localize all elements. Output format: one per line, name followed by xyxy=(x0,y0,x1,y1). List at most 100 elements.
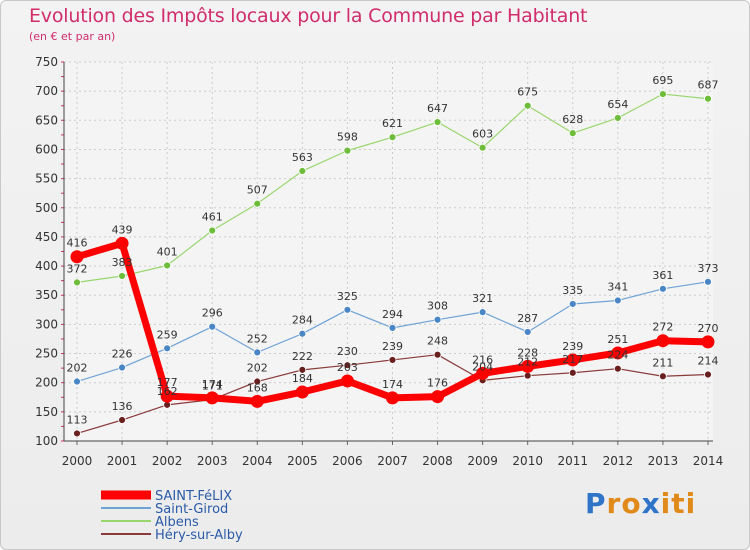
x-tick-label: 2012 xyxy=(603,454,634,468)
data-point-Héry-sur-Alby xyxy=(523,371,532,380)
x-tick-label: 2013 xyxy=(648,454,679,468)
data-label: 214 xyxy=(697,355,718,368)
data-point-Saint-Girod xyxy=(253,348,262,357)
legend-label: Saint-Girod xyxy=(155,502,228,517)
data-label: 204 xyxy=(472,360,493,373)
data-label: 168 xyxy=(247,381,268,394)
data-point-SAINT-FéLIX xyxy=(701,335,715,349)
data-label: 174 xyxy=(202,378,223,391)
legend-label: SAINT-FéLIX xyxy=(155,489,232,504)
y-tick-label: 150 xyxy=(35,405,58,419)
y-tick-label: 200 xyxy=(35,376,58,390)
y-tick-label: 500 xyxy=(35,201,58,215)
data-label: 507 xyxy=(247,184,268,197)
data-point-Albens xyxy=(388,133,397,142)
data-point-Héry-sur-Alby xyxy=(298,365,307,374)
data-label: 563 xyxy=(292,151,313,164)
data-point-Saint-Girod xyxy=(613,296,622,305)
x-tick-label: 2005 xyxy=(287,454,318,468)
data-label: 675 xyxy=(517,86,538,99)
legend-label: Albens xyxy=(155,515,199,530)
x-tick-label: 2001 xyxy=(107,454,138,468)
data-label: 695 xyxy=(652,74,673,87)
data-point-Saint-Girod xyxy=(388,323,397,332)
data-point-Héry-sur-Alby xyxy=(659,372,667,381)
x-tick-label: 2006 xyxy=(332,454,363,468)
data-point-Saint-Girod xyxy=(704,277,712,286)
data-point-Albens xyxy=(343,146,352,155)
data-label: 239 xyxy=(562,340,583,353)
data-label: 202 xyxy=(67,362,88,375)
data-point-Saint-Girod xyxy=(478,308,487,317)
x-tick-label: 2000 xyxy=(62,454,93,468)
x-tick-label: 2009 xyxy=(467,454,498,468)
data-point-Saint-Girod xyxy=(659,284,667,293)
data-label: 212 xyxy=(517,356,538,369)
data-point-Saint-Girod xyxy=(163,344,172,353)
data-label: 202 xyxy=(247,362,268,375)
data-point-Saint-Girod xyxy=(343,305,352,314)
legend-label: Héry-sur-Alby xyxy=(155,528,243,543)
data-point-SAINT-FéLIX xyxy=(431,390,445,404)
data-point-SAINT-FéLIX xyxy=(385,391,399,405)
data-label: 416 xyxy=(67,237,88,250)
data-label: 373 xyxy=(697,262,718,275)
data-label: 228 xyxy=(517,346,538,359)
data-point-SAINT-FéLIX xyxy=(205,391,219,405)
y-tick-label: 300 xyxy=(35,317,58,331)
data-label: 272 xyxy=(652,321,673,334)
data-label: 687 xyxy=(697,79,718,92)
data-point-Saint-Girod xyxy=(433,315,442,324)
y-tick-label: 700 xyxy=(35,84,58,98)
data-point-Albens xyxy=(118,272,126,280)
data-point-Héry-sur-Alby xyxy=(118,416,126,424)
data-point-Héry-sur-Alby xyxy=(73,429,81,438)
logo-letter: t xyxy=(671,487,686,520)
data-label: 341 xyxy=(607,280,628,293)
data-point-SAINT-FéLIX xyxy=(340,374,354,388)
data-label: 230 xyxy=(337,345,358,358)
data-point-Héry-sur-Alby xyxy=(568,368,577,377)
data-label: 211 xyxy=(652,356,673,369)
data-point-Albens xyxy=(704,94,712,103)
data-label: 177 xyxy=(157,376,178,389)
data-label: 603 xyxy=(472,128,493,141)
y-tick-label: 650 xyxy=(35,113,58,127)
data-label: 251 xyxy=(607,333,628,346)
data-point-SAINT-FéLIX xyxy=(656,334,670,348)
data-label: 647 xyxy=(427,102,448,115)
data-point-SAINT-FéLIX xyxy=(250,394,264,408)
logo-letter: i xyxy=(685,487,697,520)
chart-subtitle: (en € et par an) xyxy=(29,30,116,43)
data-point-Saint-Girod xyxy=(523,328,532,336)
data-point-Héry-sur-Alby xyxy=(253,377,262,386)
x-tick-label: 2004 xyxy=(242,454,273,468)
data-point-Saint-Girod xyxy=(73,377,81,386)
logo-letter: r xyxy=(606,487,622,520)
logo-letter: x xyxy=(641,487,661,520)
data-point-Héry-sur-Alby xyxy=(343,361,352,370)
data-label: 203 xyxy=(337,361,358,374)
data-label: 224 xyxy=(607,349,628,362)
y-tick-label: 350 xyxy=(35,288,58,302)
data-point-Héry-sur-Alby xyxy=(613,364,622,373)
data-point-Albens xyxy=(298,167,307,175)
data-point-Albens xyxy=(523,101,532,110)
x-tick-label: 2007 xyxy=(377,454,408,468)
data-point-Héry-sur-Alby xyxy=(433,350,442,359)
y-tick-label: 450 xyxy=(35,230,58,244)
x-tick-label: 2010 xyxy=(512,454,543,468)
logo-letter: o xyxy=(621,487,642,520)
data-label: 259 xyxy=(157,328,178,341)
data-label: 335 xyxy=(562,284,583,297)
data-point-Saint-Girod xyxy=(298,329,307,338)
data-label: 113 xyxy=(67,413,88,426)
data-label: 217 xyxy=(562,353,583,366)
data-label: 184 xyxy=(292,372,313,385)
data-point-Albens xyxy=(208,226,217,235)
logo-letter: i xyxy=(660,487,672,520)
data-label: 270 xyxy=(697,322,718,335)
chart-title: Evolution des Impôts locaux pour la Comm… xyxy=(29,5,588,27)
